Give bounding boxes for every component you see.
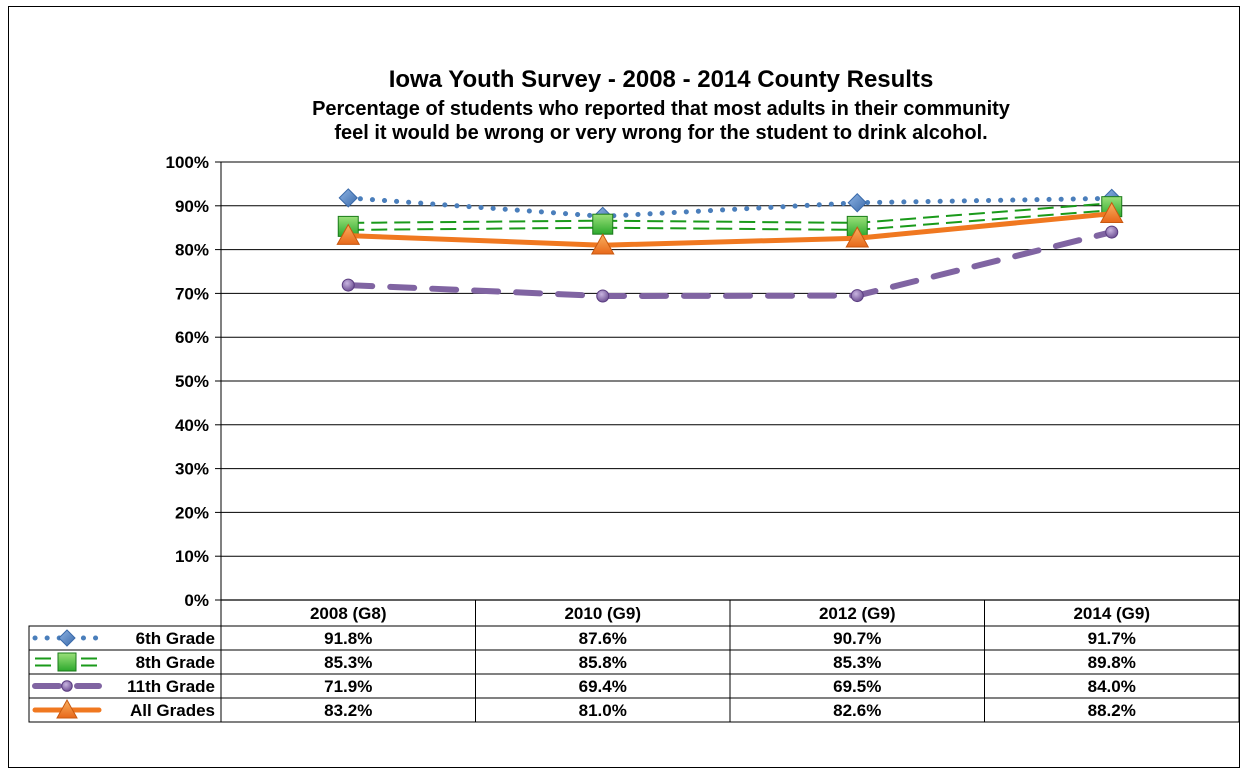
legend-key-8th-grade: [35, 652, 99, 672]
x-category-label: 2010 (G9): [564, 604, 641, 623]
gridlines: [215, 161, 1239, 601]
triangle-marker: [56, 698, 78, 719]
series-8th-grade: [337, 196, 1123, 237]
table-cell-value: 85.3%: [324, 653, 372, 672]
series-6th-grade: [338, 188, 1122, 227]
chart-title: Iowa Youth Survey - 2008 - 2014 County R…: [389, 66, 934, 93]
x-category-label: 2012 (G9): [819, 604, 896, 623]
data-table: 2008 (G8) 2010 (G9) 2012 (G9) 2014 (G9) 6th …: [28, 599, 1240, 723]
chart-subtitle-line-1: Percentage of students who reported that…: [312, 98, 1011, 120]
table-cell-value: 83.2%: [324, 701, 372, 720]
legend-label-8th-grade: 8th Grade: [136, 653, 215, 672]
y-tick-label: 90%: [175, 197, 209, 216]
circle-marker: [341, 278, 355, 292]
y-tick-label: 100%: [166, 153, 209, 172]
diamond-marker: [58, 629, 76, 647]
table-cell-value: 81.0%: [579, 701, 627, 720]
legend-key-all-grades: [32, 698, 102, 719]
chart-subtitle-line-2: feel it would be wrong or very wrong for…: [334, 122, 987, 144]
series-11th-grade: [341, 225, 1119, 303]
table-cell-value: 84.0%: [1088, 677, 1136, 696]
table-cell-value: 91.7%: [1088, 629, 1136, 648]
y-tick-label: 70%: [175, 284, 209, 303]
legend-label-all-grades: All Grades: [130, 701, 215, 720]
y-tick-label: 40%: [175, 416, 209, 435]
square-marker: [592, 213, 614, 235]
triangle-marker: [336, 223, 361, 245]
series-line-8th-grade: [348, 202, 1112, 224]
triangle-marker: [590, 233, 615, 255]
series-line-all-grades: [345, 211, 1115, 248]
series-line-11th-grade: [345, 229, 1115, 300]
table-cell-value: 69.5%: [833, 677, 881, 696]
series-all-grades: [336, 201, 1124, 255]
legend-key-11th-grade: [32, 680, 102, 692]
y-tick-label: 50%: [175, 372, 209, 391]
circle-marker: [61, 680, 73, 692]
table-cell-value: 69.4%: [579, 677, 627, 696]
table-cell-value: 90.7%: [833, 629, 881, 648]
y-tick-label: 10%: [175, 547, 209, 566]
y-tick-label: 60%: [175, 328, 209, 347]
chart-frame: Iowa Youth Survey - 2008 - 2014 County R…: [8, 6, 1240, 768]
legend-label-6th-grade: 6th Grade: [136, 629, 215, 648]
diamond-marker: [338, 188, 358, 208]
series-line-8th-grade: [348, 209, 1112, 231]
y-tick-label: 0%: [184, 591, 209, 610]
series-line-6th-grade: [345, 195, 1115, 219]
table-cell-value: 89.8%: [1088, 653, 1136, 672]
table-cell-value: 82.6%: [833, 701, 881, 720]
table-cell-value: 91.8%: [324, 629, 372, 648]
x-category-label: 2014 (G9): [1073, 604, 1150, 623]
diamond-marker: [847, 193, 867, 213]
table-cell-value: 85.8%: [579, 653, 627, 672]
y-tick-label: 20%: [175, 503, 209, 522]
legend-label-11th-grade: 11th Grade: [127, 677, 215, 696]
circle-marker: [596, 289, 610, 303]
circle-marker: [1105, 225, 1119, 239]
triangle-marker: [845, 226, 870, 248]
y-tick-label: 30%: [175, 460, 209, 479]
line-chart: Iowa Youth Survey - 2008 - 2014 County R…: [28, 66, 1240, 723]
x-category-label: 2008 (G8): [310, 604, 387, 623]
table-cell-value: 88.2%: [1088, 701, 1136, 720]
y-tick-label: 80%: [175, 241, 209, 260]
table-cell-value: 85.3%: [833, 653, 881, 672]
y-axis-ticks: 0% 10% 20% 30% 40% 50% 60% 70% 80% 90% 100%: [166, 153, 209, 610]
series-lines: [336, 188, 1124, 303]
legend-key-6th-grade: [32, 629, 102, 647]
triangle-marker: [1099, 201, 1124, 223]
table-cell-value: 71.9%: [324, 677, 372, 696]
circle-marker: [850, 289, 864, 303]
square-marker: [57, 652, 77, 672]
table-cell-value: 87.6%: [579, 629, 627, 648]
